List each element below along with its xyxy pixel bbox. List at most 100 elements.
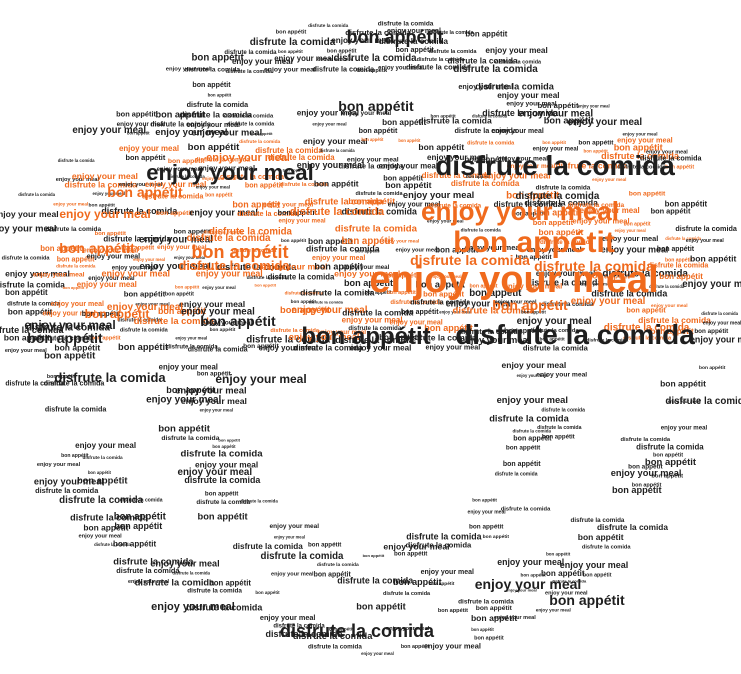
word-enjoy-your-meal: enjoy your meal	[395, 247, 439, 253]
word-enjoy-your-meal-large-3: enjoy your meal	[421, 196, 619, 226]
word-bon-appetit: bon appétit	[506, 444, 541, 451]
word-bon-appetit: bon appétit	[113, 540, 156, 549]
word-bon-appetit: bon appétit	[5, 288, 48, 297]
word-disfrute-la-comida-large-21: disfrute la comida	[54, 370, 166, 385]
word-enjoy-your-meal: enjoy your meal	[536, 607, 571, 612]
word-enjoy-your-meal: enjoy your meal	[334, 269, 400, 279]
word-bon-appetit: bon appétit	[314, 178, 359, 188]
word-bon-appetit: bon appétit	[578, 532, 624, 542]
word-disfrute-la-comida: disfrute la comida	[101, 206, 177, 216]
word-disfrute-la-comida: disfrute la comida	[226, 69, 273, 75]
word-bon-appetit: bon appétit	[504, 328, 542, 335]
word-disfrute-la-comida: disfrute la comida	[649, 284, 685, 289]
word-enjoy-your-meal: enjoy your meal	[592, 177, 626, 182]
word-bon-appetit: bon appétit	[47, 374, 76, 380]
word-disfrute-la-comida: disfrute la comida	[300, 288, 375, 298]
word-bon-appetit: bon appétit	[520, 572, 546, 577]
word-disfrute-la-comida: disfrute la comida	[453, 64, 538, 75]
word-disfrute-la-comida: disfrute la comida	[237, 209, 300, 218]
word-disfrute-la-comida-large-23: disfrute la comida	[280, 621, 435, 641]
word-bon-appetit: bon appétit	[327, 48, 357, 54]
word-disfrute-la-comida: disfrute la comida	[103, 235, 171, 244]
word-bon-appetit: bon appétit	[694, 328, 729, 335]
word-bon-appetit: bon appétit	[415, 279, 465, 289]
word-bon-appetit: bon appétit	[95, 231, 126, 237]
word-disfrute-la-comida: disfrute la comida	[617, 164, 667, 170]
word-bon-appetit-large-13: bon appétit	[59, 240, 135, 256]
word-enjoy-your-meal: enjoy your meal	[361, 651, 394, 656]
word-disfrute-la-comida: disfrute la comida	[428, 203, 482, 210]
word-disfrute-la-comida: disfrute la comida	[467, 140, 515, 146]
word-enjoy-your-meal: enjoy your meal	[347, 157, 399, 164]
word-bon-appetit: bon appétit	[165, 292, 194, 298]
word-bon-appetit: bon appétit	[212, 444, 236, 449]
word-disfrute-la-comida: disfrute la comida	[265, 629, 343, 639]
word-disfrute-la-comida: disfrute la comida	[116, 566, 180, 575]
word-disfrute-la-comida: disfrute la comida	[623, 335, 672, 341]
word-enjoy-your-meal: enjoy your meal	[506, 588, 536, 593]
word-disfrute-la-comida: disfrute la comida	[604, 322, 690, 333]
word-enjoy-your-meal: enjoy your meal	[83, 245, 139, 254]
word-enjoy-your-meal: enjoy your meal	[200, 408, 233, 413]
word-enjoy-your-meal: enjoy your meal	[150, 559, 219, 569]
word-disfrute-la-comida: disfrute la comida	[335, 335, 415, 345]
word-disfrute-la-comida: disfrute la comida	[317, 562, 359, 568]
word-enjoy-your-meal: enjoy your meal	[195, 460, 258, 470]
word-disfrute-la-comida: disfrute la comida	[494, 200, 563, 209]
word-bon-appetit: bon appétit	[308, 236, 353, 246]
word-bon-appetit: bon appétit	[156, 110, 206, 120]
word-enjoy-your-meal: enjoy your meal	[51, 301, 104, 308]
word-bon-appetit: bon appétit	[357, 68, 387, 74]
word-disfrute-la-comida: disfrute la comida	[317, 56, 354, 61]
word-disfrute-la-comida: disfrute la comida	[410, 300, 470, 307]
word-bon-appetit: bon appétit	[588, 271, 630, 280]
word-disfrute-la-comida: disfrute la comida	[239, 139, 280, 145]
word-disfrute-la-comida: disfrute la comida	[458, 598, 514, 605]
word-enjoy-your-meal: enjoy your meal	[119, 182, 163, 188]
word-enjoy-your-meal: enjoy your meal	[303, 136, 368, 146]
word-bon-appetit: bon appétit	[629, 191, 666, 198]
word-disfrute-la-comida: disfrute la comida	[268, 153, 335, 162]
word-disfrute-la-comida: disfrute la comida	[293, 631, 373, 641]
word-disfrute-la-comida: disfrute la comida	[586, 338, 628, 344]
word-bon-appetit: bon appétit	[118, 342, 168, 352]
word-disfrute-la-comida: disfrute la comida	[308, 643, 362, 650]
word-disfrute-la-comida: disfrute la comida	[501, 507, 551, 513]
word-bon-appetit: bon appétit	[544, 116, 594, 126]
word-disfrute-la-comida: disfrute la comida	[495, 472, 538, 478]
word-disfrute-la-comida: disfrute la comida	[142, 192, 205, 201]
word-enjoy-your-meal: enjoy your meal	[175, 335, 207, 340]
word-enjoy-your-meal: enjoy your meal	[274, 534, 305, 539]
word-bon-appetit: bon appétit	[356, 602, 406, 612]
word-enjoy-your-meal: enjoy your meal	[146, 395, 221, 406]
word-enjoy-your-meal: enjoy your meal	[387, 27, 441, 35]
word-enjoy-your-meal: enjoy your meal	[504, 282, 563, 291]
word-bon-appetit: bon appétit	[89, 203, 116, 209]
word-enjoy-your-meal: enjoy your meal	[87, 253, 140, 260]
word-enjoy-your-meal: enjoy your meal	[497, 91, 559, 100]
word-disfrute-la-comida: disfrute la comida	[406, 531, 481, 541]
word-enjoy-your-meal: enjoy your meal	[139, 235, 213, 246]
word-bon-appetit: bon appétit	[699, 365, 726, 371]
word-enjoy-your-meal: enjoy your meal	[460, 335, 530, 345]
word-enjoy-your-meal: enjoy your meal	[383, 542, 449, 552]
word-enjoy-your-meal: enjoy your meal	[33, 272, 85, 279]
word-bon-appetit: bon appétit	[387, 290, 416, 296]
word-disfrute-la-comida: disfrute la comida	[636, 442, 704, 451]
word-disfrute-la-comida: disfrute la comida	[209, 226, 293, 237]
word-enjoy-your-meal: enjoy your meal	[572, 217, 629, 226]
word-disfrute-la-comida-large-15: disfrute la comida	[410, 252, 530, 268]
word-enjoy-your-meal: enjoy your meal	[427, 153, 488, 162]
word-enjoy-your-meal: enjoy your meal	[518, 109, 593, 120]
word-bon-appetit: bon appétit	[168, 158, 205, 165]
word-enjoy-your-meal: enjoy your meal	[42, 311, 95, 318]
word-bon-appetit: bon appétit	[660, 379, 706, 389]
word-bon-appetit: bon appétit	[474, 636, 504, 642]
word-disfrute-la-comida: disfrute la comida	[2, 256, 51, 262]
word-bon-appetit-large-10: bon appétit	[107, 184, 183, 200]
word-bon-appetit: bon appétit	[361, 137, 384, 142]
word-bon-appetit: bon appétit	[314, 261, 363, 271]
word-disfrute-la-comida: disfrute la comida	[233, 542, 304, 551]
word-disfrute-la-comida: disfrute la comida	[334, 53, 418, 64]
word-disfrute-la-comida: disfrute la comida	[320, 148, 356, 153]
